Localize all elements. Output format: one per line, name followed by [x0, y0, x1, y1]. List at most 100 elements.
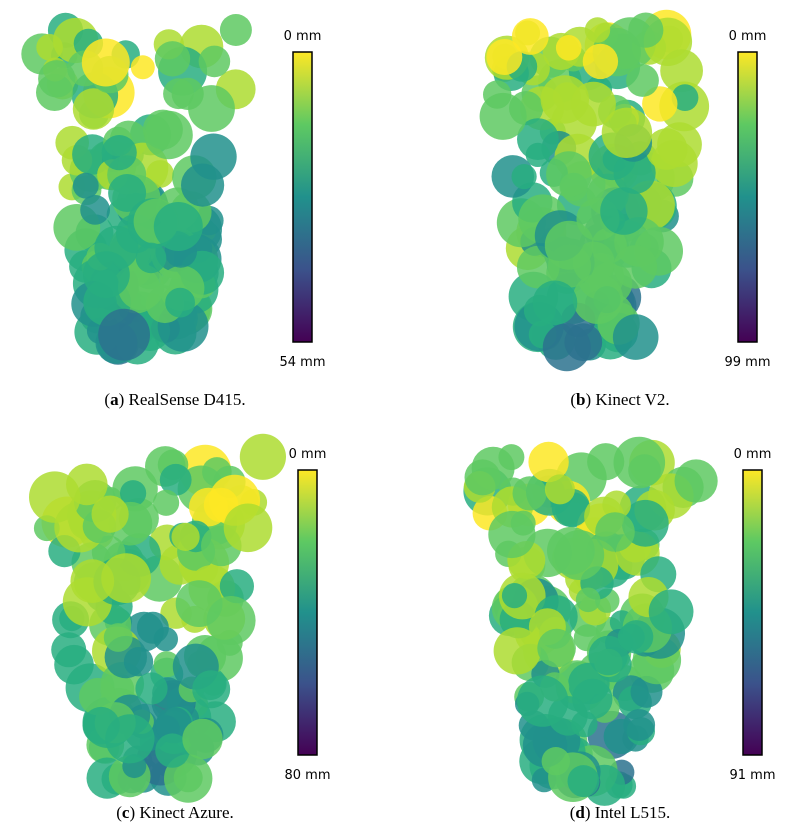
grape-blob: [501, 583, 528, 609]
grape-blob: [239, 433, 286, 480]
grape-blob: [144, 110, 193, 160]
grape-blob: [493, 627, 541, 675]
grape-blob: [91, 495, 129, 533]
depth-map: [29, 433, 286, 803]
grape-blob: [101, 135, 137, 171]
grape-blob: [165, 287, 196, 318]
grape-blob: [464, 459, 501, 496]
grape-blob: [626, 64, 659, 97]
caption-prefix: (: [570, 803, 576, 822]
grape-blob: [623, 709, 656, 741]
grape-blob: [72, 88, 115, 130]
grape-blob: [628, 12, 664, 48]
grape-blob: [619, 620, 654, 654]
grape-blob: [103, 623, 133, 652]
grape-blob: [38, 60, 76, 98]
grape-blob: [601, 107, 653, 158]
colorbar-bottom-label: 99 mm: [724, 355, 770, 370]
grape-blob: [674, 459, 718, 503]
grape-blob: [188, 85, 235, 132]
grape-blob: [120, 480, 147, 507]
colorbar-top-label: 0 mm: [284, 29, 322, 44]
grape-blob: [83, 251, 130, 298]
grape-blob: [159, 463, 192, 496]
grape-blob: [136, 611, 169, 644]
caption-label: d: [575, 803, 585, 822]
colorbar-bottom-label: 80 mm: [284, 768, 330, 783]
grape-blob: [135, 672, 168, 705]
caption: (b) Kinect V2.: [570, 390, 669, 409]
grape-blob: [648, 589, 694, 635]
grape-blob: [555, 35, 582, 61]
grape-blob: [544, 474, 575, 505]
grape-blob: [81, 38, 130, 87]
grape-blob: [154, 41, 191, 77]
colorbar: [297, 469, 318, 756]
grape-blob: [101, 553, 151, 603]
grape-blob: [642, 86, 678, 122]
grape-blob: [223, 503, 273, 553]
grape-blob: [588, 635, 628, 676]
grape-blob: [479, 92, 527, 140]
grape-blob: [155, 733, 190, 768]
colorbar-top-label: 0 mm: [729, 29, 767, 44]
grape-blob: [575, 587, 601, 613]
grape-blob: [51, 632, 87, 668]
grape-blob: [564, 323, 603, 362]
caption: (c) Kinect Azure.: [116, 803, 234, 822]
grape-blob: [135, 242, 167, 274]
grape-blob: [541, 747, 570, 776]
grape-blob: [175, 580, 223, 627]
colorbar-top-label: 0 mm: [734, 447, 772, 462]
caption-label: b: [576, 390, 585, 409]
grape-blob: [528, 441, 569, 483]
colorbar-bottom-label: 54 mm: [279, 355, 325, 370]
grape-blob: [612, 314, 659, 360]
grape-blob: [567, 765, 600, 798]
grape-blob: [537, 628, 576, 668]
grape-blob: [511, 18, 549, 55]
grape-blob: [173, 763, 203, 793]
grape-blob: [512, 476, 547, 511]
grape-blob: [219, 569, 254, 604]
caption-prefix: (: [116, 803, 122, 822]
colorbar: [742, 469, 763, 756]
depth-map: [479, 9, 710, 372]
caption-text: ) Kinect V2.: [585, 390, 669, 409]
grape-blob: [511, 164, 537, 190]
grape-blob: [645, 128, 688, 170]
grape-blob: [153, 489, 180, 516]
grape-blob: [130, 55, 155, 80]
colorbar: [292, 51, 313, 343]
caption-prefix: (: [570, 390, 576, 409]
grape-blob: [72, 172, 99, 199]
grape-blob: [153, 202, 203, 251]
caption-text: ) Kinect Azure.: [129, 803, 233, 822]
grape-blob: [571, 81, 616, 127]
caption: (a) RealSense D415.: [104, 390, 245, 409]
grape-blob: [600, 187, 648, 235]
grape-blob: [628, 454, 661, 487]
grape-blob: [105, 714, 155, 764]
grape-blob: [198, 45, 231, 78]
grape-blob: [595, 512, 635, 552]
caption-label: a: [110, 390, 119, 409]
grape-blob: [182, 718, 223, 760]
depth-map: [463, 436, 718, 806]
grape-blob: [29, 471, 81, 523]
grape-blob: [517, 118, 559, 160]
depth-map: [21, 12, 256, 365]
grape-blob: [171, 522, 200, 552]
colorbar-top-label: 0 mm: [289, 447, 327, 462]
caption-label: c: [122, 803, 130, 822]
grape-blob: [181, 163, 225, 207]
grape-blob: [192, 670, 231, 709]
caption-text: ) RealSense D415.: [119, 390, 246, 409]
caption-prefix: (: [104, 390, 110, 409]
caption: (d) Intel L515.: [570, 803, 671, 822]
grape-blob: [163, 78, 194, 110]
grape-blob: [613, 151, 656, 194]
grape-blob: [486, 39, 523, 75]
grape-blob: [582, 43, 619, 80]
